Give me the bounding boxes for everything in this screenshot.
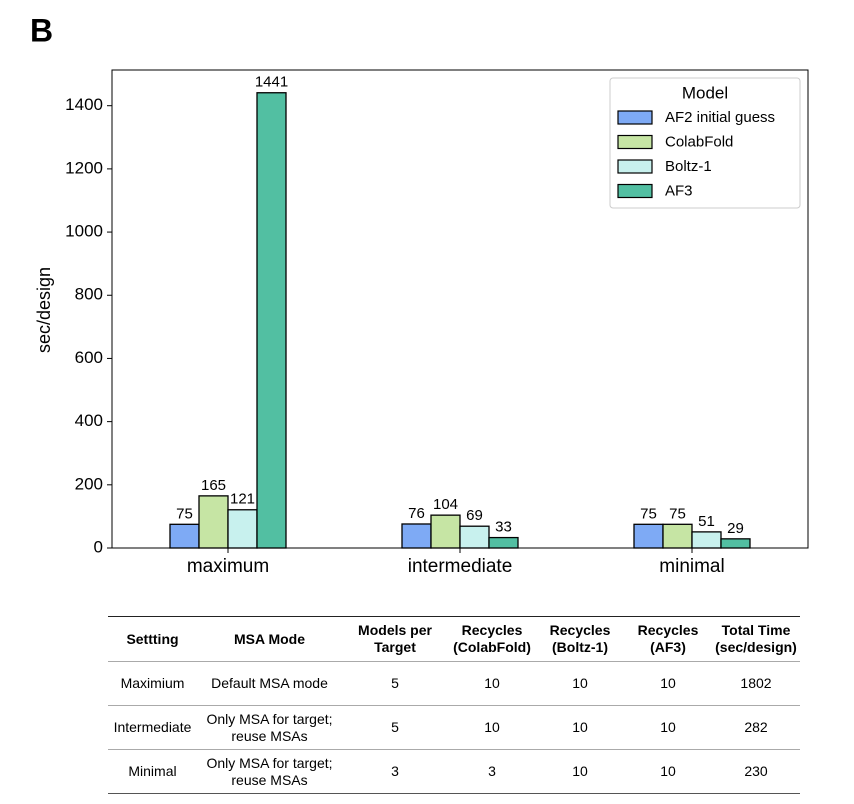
bar [720,538,751,549]
legend-swatch [617,159,653,174]
bar [256,92,287,549]
value-label: 165 [201,477,226,494]
table-cell: Intermediate [108,705,197,750]
bar [488,536,519,549]
header-cell: Recycles (Boltz-1) [536,616,624,662]
x-tick-label: minimal [659,556,724,577]
y-tick-label: 800 [75,285,103,304]
x-tick-label: intermediate [408,556,513,577]
table-cell: 10 [624,661,712,706]
chart: B sec/design 0 200 400 600 800 1000 1200 1400 ma… [30,12,809,577]
legend-label: AF2 initial guess [665,109,775,126]
bar [227,509,258,549]
table-cell: 3 [448,749,536,794]
value-label: 121 [230,491,255,508]
table-cell: 5 [342,661,448,706]
value-label: 104 [433,496,458,513]
legend-swatch [617,183,653,199]
value-label: 69 [466,507,483,524]
x-tick-label: maximum [187,556,269,577]
value-label: 75 [176,505,193,522]
header-cell: Recycles (ColabFold) [448,616,536,662]
y-axis-label: sec/design [34,267,54,353]
legend-label: Boltz-1 [665,158,712,175]
table-cell: 5 [342,705,448,750]
header-row: Settting MSA Mode Models per Target Recycle… [108,616,800,662]
table-row: Maximium Default MSA mode 5 10 10 10 1802 [108,661,800,706]
table-cell: 3 [342,749,448,794]
table-cell: 10 [448,705,536,750]
table-row: Minimal Only MSA for target; reuse MSAs 3 3… [108,749,800,794]
value-label: 29 [727,520,744,537]
table-cell: 282 [712,705,800,750]
table-cell: 10 [624,749,712,794]
header-cell: Models per Target [342,616,448,662]
legend-title: Model [682,83,728,102]
bar [198,495,229,549]
table-row: Intermediate Only MSA for target; reuse M… [108,705,800,750]
header-cell: Settting [108,616,197,662]
table-cell: 10 [536,705,624,750]
legend-swatch [617,110,653,125]
table-cell: Maximium [108,661,197,706]
header-cell: Recycles (AF3) [624,616,712,662]
bar [691,531,722,549]
plot-frame [111,69,809,549]
table-cell: 1802 [712,661,800,706]
y-tick-label: 1000 [65,222,103,241]
y-tick-label: 1400 [65,95,103,114]
bar [169,523,200,549]
y-tick-label: 600 [75,348,103,367]
table-cell: Minimal [108,749,197,794]
value-label: 33 [495,519,512,536]
value-label: 51 [698,513,715,530]
table-cell: 10 [536,749,624,794]
value-label: 75 [640,505,657,522]
header-cell: Total Time (sec/design) [712,616,800,662]
table-cell: Only MSA for target; reuse MSAs [197,749,342,794]
value-label: 76 [408,505,425,522]
header-cell: MSA Mode [197,616,342,662]
legend-label: AF3 [665,182,693,199]
bar [459,525,490,549]
settings-table: Settting MSA Mode Models per Target Recycle… [108,616,800,794]
table-cell: 10 [624,705,712,750]
y-tick-label: 200 [75,474,103,493]
value-label: 1441 [255,74,288,91]
y-tick-label: 0 [94,537,103,556]
table-cell: 10 [448,661,536,706]
y-tick-label: 1200 [65,158,103,177]
legend: Model AF2 initial guess ColabFold Boltz-1 AF… [609,77,801,209]
panel-label: B [30,12,53,48]
legend-label: ColabFold [665,133,733,150]
legend-swatch [617,134,653,150]
table-cell: 10 [536,661,624,706]
table-cell: Only MSA for target; reuse MSAs [197,705,342,750]
legend-box [609,77,801,209]
bar [662,523,693,549]
bar [401,523,432,549]
bar [430,514,461,549]
bar [633,523,664,549]
table-cell: 230 [712,749,800,794]
table-cell: Default MSA mode [197,661,342,706]
y-tick-label: 400 [75,411,103,430]
value-label: 75 [669,505,686,522]
